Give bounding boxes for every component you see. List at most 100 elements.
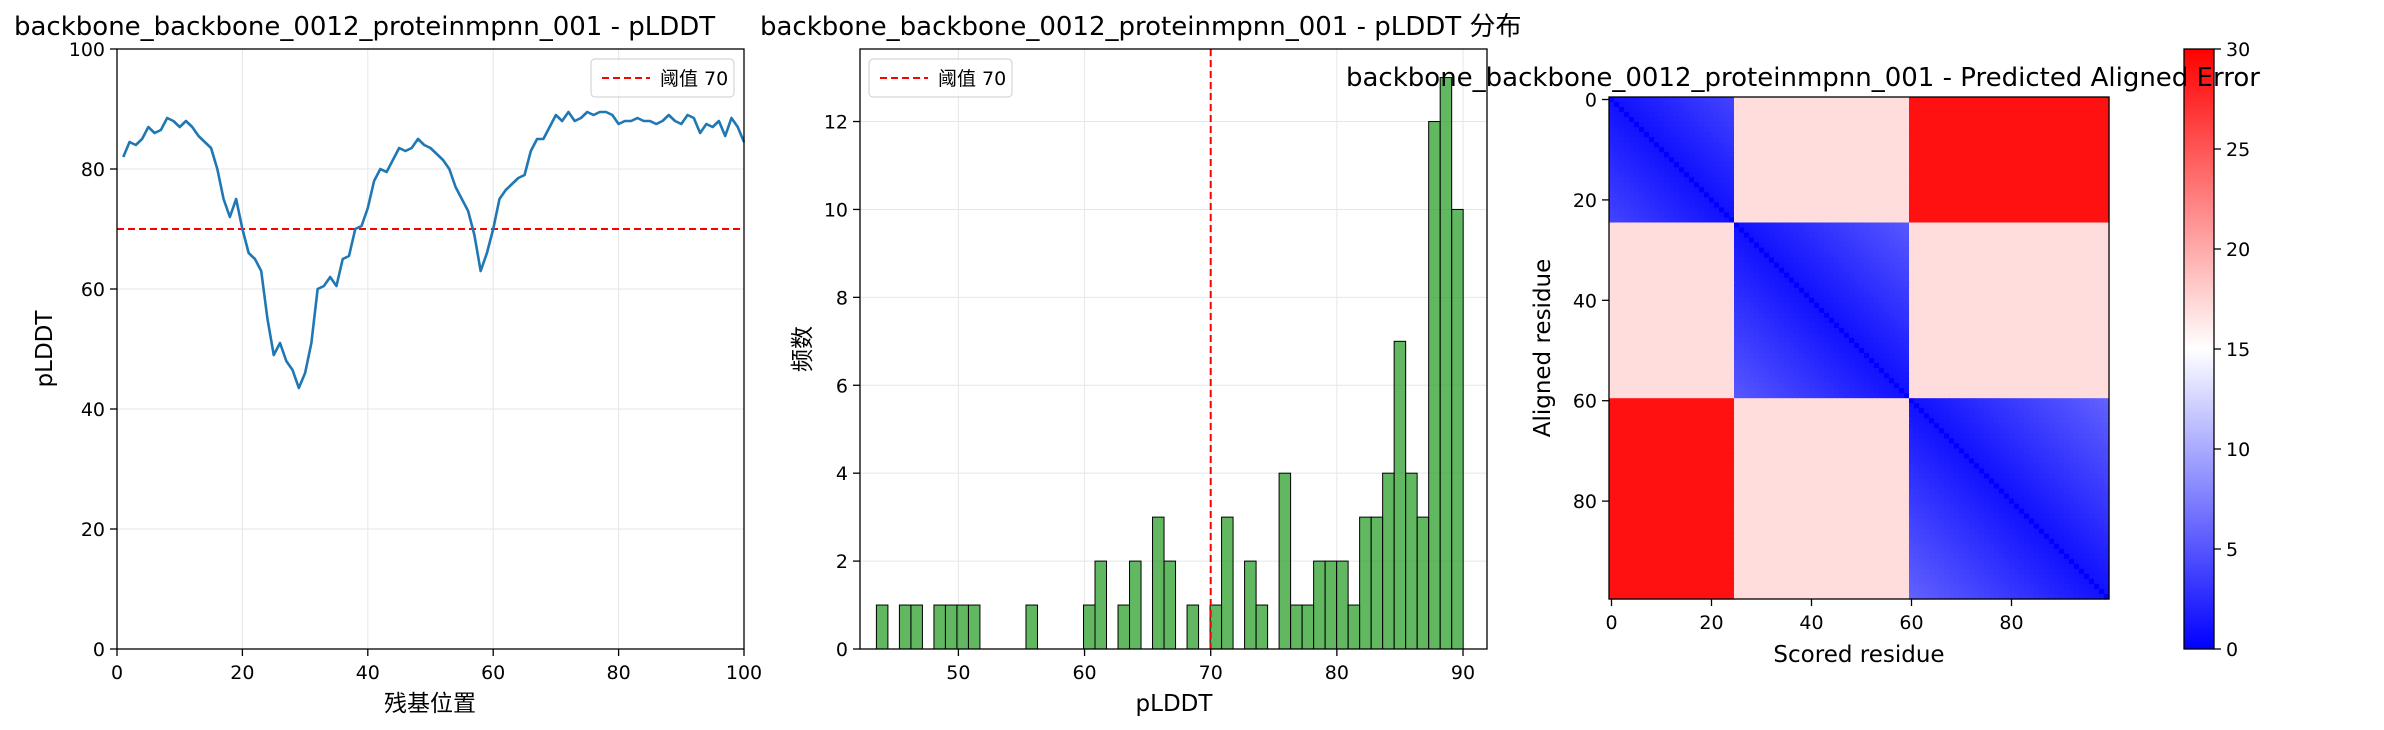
pae-cell: [1714, 117, 1720, 123]
pae-cell: [1884, 272, 1890, 279]
pae-cell: [1804, 242, 1810, 249]
pae-cell: [1794, 122, 1800, 128]
pae-cell: [1714, 297, 1720, 304]
pae-cell: [1964, 167, 1970, 173]
pae-cell: [2009, 147, 2015, 153]
pae-cell: [1619, 242, 1625, 249]
pae-cell: [1929, 222, 1935, 229]
pae-cell: [1809, 212, 1815, 219]
pae-cell: [1754, 202, 1760, 209]
pae-cell: [1649, 167, 1655, 173]
pae-cell: [2024, 172, 2030, 178]
pae-cell: [1969, 107, 1975, 113]
pae-cell: [2019, 332, 2025, 339]
pae-cell: [2049, 277, 2055, 284]
pae-cell: [2094, 207, 2100, 214]
pae-cell: [1664, 282, 1670, 289]
pae-cell: [2104, 237, 2110, 244]
pae-cell: [1704, 317, 1710, 324]
pae-cell: [1839, 132, 1845, 138]
pae-cell: [1679, 227, 1685, 234]
pae-cell: [1854, 227, 1860, 234]
pae-cell: [1844, 302, 1850, 309]
pae-cell: [1634, 312, 1640, 319]
pae-cell: [1774, 167, 1780, 173]
pae-cell: [1784, 247, 1790, 254]
pae-cell: [2069, 142, 2075, 148]
pae-cell: [1679, 232, 1685, 239]
pae-cell: [1929, 202, 1935, 209]
pae-cell: [1914, 207, 1920, 214]
pae-cell: [1679, 327, 1685, 334]
pae-cell: [1649, 307, 1655, 314]
pae-cell: [2074, 327, 2080, 334]
pae-cell: [2099, 142, 2105, 148]
pae-cell: [2064, 317, 2070, 324]
pae-cell: [1669, 267, 1675, 274]
pae-cell: [1739, 267, 1745, 274]
pae-cell: [1899, 337, 1905, 344]
pae-cell: [2054, 152, 2060, 158]
pae-cell: [1649, 212, 1655, 219]
pae-cell: [2099, 257, 2105, 264]
pae-cell: [1794, 302, 1800, 309]
pae-cell: [1969, 102, 1975, 108]
pae-cell: [1819, 222, 1825, 229]
pae-cell: [2019, 132, 2025, 138]
pae-cell: [1634, 152, 1640, 158]
pae-cell: [1894, 152, 1900, 158]
pae-cell: [1684, 182, 1690, 188]
pae-cell: [1804, 197, 1810, 204]
pae-cell: [2049, 252, 2055, 259]
pae-cell: [1709, 252, 1715, 259]
pae-cell: [1794, 332, 1800, 339]
pae-cell: [1724, 182, 1730, 188]
pae-cell: [1839, 287, 1845, 294]
pae-cell: [1639, 292, 1645, 299]
pae-cell: [1724, 142, 1730, 148]
pae-cell: [1914, 107, 1920, 113]
pae-cell: [1964, 157, 1970, 163]
pae-cell: [2039, 97, 2045, 103]
pae-cell: [1804, 217, 1810, 224]
pae-cell: [2084, 257, 2090, 264]
pae-cell: [1849, 332, 1855, 339]
pae-cell: [1734, 157, 1740, 163]
pae-cell: [1824, 252, 1830, 259]
pae-cell: [1779, 112, 1785, 118]
pae-cell: [1929, 197, 1935, 204]
pae-cell: [2019, 197, 2025, 204]
pae-cell: [1744, 317, 1750, 324]
pae-cell: [1999, 317, 2005, 324]
pae-cell: [1629, 332, 1635, 339]
pae-cell: [1884, 222, 1890, 229]
pae-cell: [2034, 257, 2040, 264]
pae-cell: [1694, 322, 1700, 329]
pae-cell: [1759, 237, 1765, 244]
pae-cell: [1619, 277, 1625, 284]
pae-cell: [1979, 182, 1985, 188]
pae-cell: [1974, 242, 1980, 249]
pae-cell: [1684, 322, 1690, 329]
pae-cell: [1864, 292, 1870, 299]
pae-cell: [1694, 222, 1700, 229]
pae-cell: [1614, 322, 1620, 329]
pae-cell: [1754, 152, 1760, 158]
pae-cell: [1649, 162, 1655, 168]
pae-cell: [1614, 172, 1620, 178]
pae-cell: [2084, 187, 2090, 193]
pae-cell: [1639, 337, 1645, 344]
pae-cell: [2039, 332, 2045, 339]
pae-cell: [1959, 137, 1965, 143]
pae-cell: [1914, 157, 1920, 163]
pae-cell: [1739, 147, 1745, 153]
pae-cell: [1874, 182, 1880, 188]
pae-cell: [1709, 162, 1715, 168]
pae-cell: [1724, 207, 1730, 214]
pae-cell: [1804, 292, 1810, 299]
pae-cell: [1769, 147, 1775, 153]
pae-cell: [1774, 262, 1780, 269]
pae-cell: [1954, 172, 1960, 178]
pae-cell: [1704, 322, 1710, 329]
